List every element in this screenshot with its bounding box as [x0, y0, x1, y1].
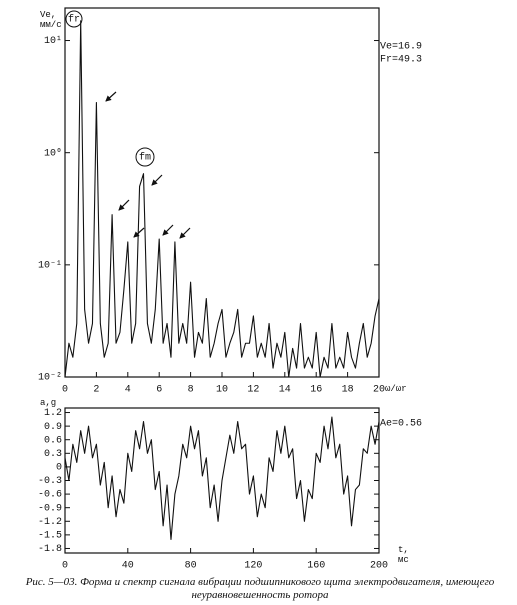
x-tick-label: 40 [122, 561, 134, 572]
x-axis-label: ω/ωr [385, 384, 407, 394]
annotation: Ae=0.56 [380, 419, 422, 430]
y-tick-label: 10⁻¹ [38, 260, 62, 271]
x-tick-label: 0 [62, 561, 68, 572]
annotation: fr [68, 14, 80, 26]
arrows [105, 91, 191, 239]
x-tick-label: 10 [216, 385, 228, 396]
x-tick-label: 20 [373, 385, 385, 396]
annotation: Ve=16.9 [380, 42, 422, 53]
x-tick-label: 80 [185, 561, 197, 572]
spectrum-frame [64, 7, 380, 378]
data-line [64, 20, 380, 378]
x-tick-label: 14 [279, 385, 291, 396]
y-tick-label: -0.9 [38, 503, 62, 514]
x-tick-label: 200 [370, 561, 388, 572]
y-tick-label: 1.2 [44, 408, 62, 419]
x-tick-label: 120 [244, 561, 262, 572]
y-tick-label: 10⁰ [44, 147, 62, 159]
data-line [64, 416, 380, 540]
y-axis-label: Ve, мм/с [40, 10, 62, 30]
arrow [162, 224, 174, 236]
y-tick-label: -1.2 [38, 517, 62, 528]
y-axis-label: a,g [40, 398, 57, 408]
y-tick-label: -1.5 [38, 531, 62, 542]
y-tick-label: 0.3 [44, 449, 62, 460]
x-axis-label: t, мс [398, 545, 409, 565]
arrow [151, 174, 163, 186]
y-tick-label: 0.9 [44, 422, 62, 433]
x-tick-label: 2 [93, 385, 99, 396]
annotation: Fr=49.3 [380, 55, 422, 66]
caption: Рис. 5—03. Форма и спектр сигнала вибрац… [25, 576, 495, 601]
x-tick-label: 4 [125, 385, 131, 396]
x-tick-label: 6 [156, 385, 162, 396]
y-tick-label: 10¹ [44, 36, 62, 47]
y-tick-label: 0 [56, 463, 62, 474]
x-tick-label: 0 [62, 385, 68, 396]
y-tick-label: 0.6 [44, 435, 62, 446]
x-tick-label: 8 [188, 385, 194, 396]
y-tick-label: -1.8 [38, 544, 62, 555]
arrow [105, 91, 117, 102]
y-tick-label: -0.3 [38, 476, 62, 487]
x-tick-label: 160 [307, 561, 325, 572]
marker-circle [65, 10, 83, 28]
arrow [118, 199, 130, 211]
marker-circle [135, 147, 155, 167]
x-tick-label: 18 [342, 385, 354, 396]
x-tick-label: 16 [310, 385, 322, 396]
x-tick-label: 12 [247, 385, 259, 396]
annotation: fm [139, 152, 151, 164]
y-tick-label: -0.6 [38, 490, 62, 501]
arrow [133, 227, 145, 238]
arrow [179, 227, 191, 239]
y-tick-label: 10⁻² [38, 373, 62, 384]
